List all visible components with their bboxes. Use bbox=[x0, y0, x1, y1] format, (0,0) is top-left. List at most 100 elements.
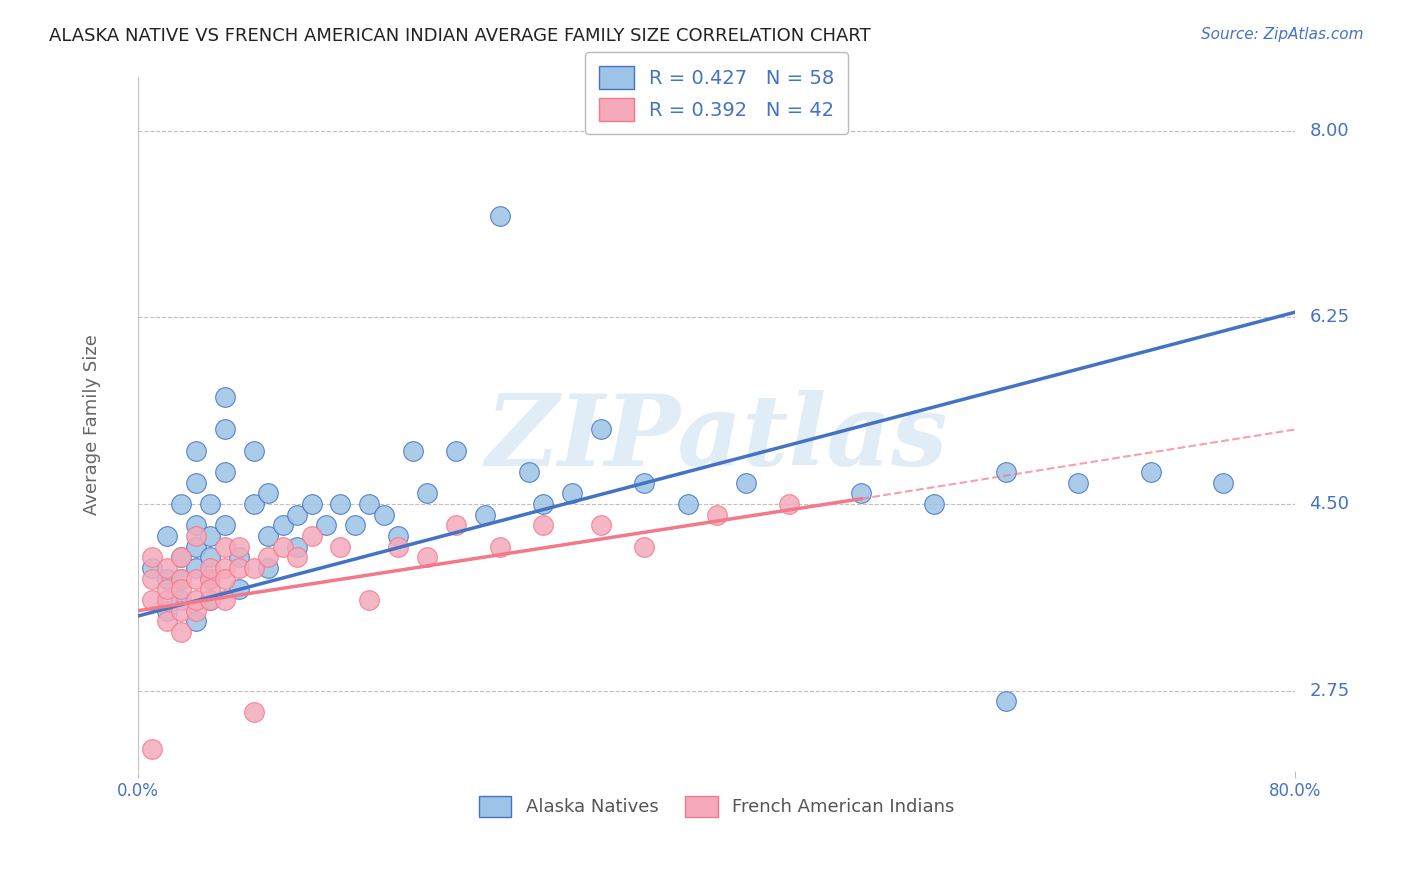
Point bbox=[141, 593, 163, 607]
Point bbox=[200, 593, 222, 607]
Point bbox=[170, 550, 193, 565]
Point bbox=[633, 540, 655, 554]
Point bbox=[402, 443, 425, 458]
Point bbox=[156, 604, 179, 618]
Point bbox=[141, 742, 163, 756]
Point bbox=[444, 518, 467, 533]
Point bbox=[734, 475, 756, 490]
Point bbox=[214, 422, 236, 436]
Point bbox=[170, 625, 193, 640]
Point bbox=[778, 497, 800, 511]
Point bbox=[271, 540, 294, 554]
Text: 8.00: 8.00 bbox=[1309, 122, 1348, 140]
Point bbox=[416, 550, 439, 565]
Point bbox=[228, 561, 250, 575]
Point bbox=[531, 518, 554, 533]
Point bbox=[922, 497, 945, 511]
Point bbox=[633, 475, 655, 490]
Point bbox=[1212, 475, 1234, 490]
Point bbox=[214, 593, 236, 607]
Point bbox=[184, 518, 207, 533]
Point bbox=[315, 518, 337, 533]
Point bbox=[257, 550, 280, 565]
Text: 4.50: 4.50 bbox=[1309, 495, 1350, 513]
Point bbox=[1139, 465, 1161, 479]
Point bbox=[301, 529, 323, 543]
Point bbox=[242, 443, 264, 458]
Point bbox=[359, 497, 381, 511]
Point bbox=[995, 694, 1018, 708]
Point bbox=[257, 561, 280, 575]
Point bbox=[228, 540, 250, 554]
Point bbox=[589, 422, 612, 436]
Text: Average Family Size: Average Family Size bbox=[83, 334, 101, 515]
Point bbox=[184, 615, 207, 629]
Point bbox=[214, 540, 236, 554]
Point bbox=[329, 497, 352, 511]
Point bbox=[170, 550, 193, 565]
Point bbox=[184, 529, 207, 543]
Point bbox=[488, 209, 510, 223]
Legend: Alaska Natives, French American Indians: Alaska Natives, French American Indians bbox=[471, 789, 962, 824]
Point bbox=[170, 572, 193, 586]
Point bbox=[242, 497, 264, 511]
Point bbox=[373, 508, 395, 522]
Point bbox=[156, 582, 179, 597]
Point bbox=[706, 508, 728, 522]
Text: 6.25: 6.25 bbox=[1309, 309, 1350, 326]
Point bbox=[170, 582, 193, 597]
Point bbox=[228, 582, 250, 597]
Point bbox=[156, 529, 179, 543]
Point bbox=[228, 550, 250, 565]
Point bbox=[200, 582, 222, 597]
Point bbox=[589, 518, 612, 533]
Point bbox=[257, 486, 280, 500]
Point bbox=[200, 497, 222, 511]
Point bbox=[184, 475, 207, 490]
Point bbox=[242, 561, 264, 575]
Point bbox=[200, 529, 222, 543]
Point bbox=[444, 443, 467, 458]
Point bbox=[200, 593, 222, 607]
Point bbox=[488, 540, 510, 554]
Point bbox=[1067, 475, 1090, 490]
Point bbox=[141, 550, 163, 565]
Point bbox=[676, 497, 699, 511]
Text: 2.75: 2.75 bbox=[1309, 681, 1350, 699]
Point bbox=[156, 615, 179, 629]
Point bbox=[184, 540, 207, 554]
Point bbox=[851, 486, 873, 500]
Point bbox=[184, 604, 207, 618]
Text: Source: ZipAtlas.com: Source: ZipAtlas.com bbox=[1201, 27, 1364, 42]
Point bbox=[517, 465, 540, 479]
Point bbox=[343, 518, 366, 533]
Point bbox=[214, 465, 236, 479]
Point bbox=[285, 550, 308, 565]
Point bbox=[141, 561, 163, 575]
Point bbox=[271, 518, 294, 533]
Point bbox=[257, 529, 280, 543]
Text: ALASKA NATIVE VS FRENCH AMERICAN INDIAN AVERAGE FAMILY SIZE CORRELATION CHART: ALASKA NATIVE VS FRENCH AMERICAN INDIAN … bbox=[49, 27, 870, 45]
Point bbox=[242, 705, 264, 719]
Point bbox=[995, 465, 1018, 479]
Point bbox=[184, 443, 207, 458]
Point bbox=[285, 508, 308, 522]
Point bbox=[416, 486, 439, 500]
Point bbox=[214, 518, 236, 533]
Point bbox=[301, 497, 323, 511]
Point bbox=[359, 593, 381, 607]
Point bbox=[387, 540, 409, 554]
Point bbox=[170, 593, 193, 607]
Point bbox=[170, 572, 193, 586]
Point bbox=[141, 572, 163, 586]
Point bbox=[156, 593, 179, 607]
Point bbox=[200, 572, 222, 586]
Point bbox=[387, 529, 409, 543]
Point bbox=[200, 572, 222, 586]
Point bbox=[200, 561, 222, 575]
Point bbox=[329, 540, 352, 554]
Text: ZIPatlas: ZIPatlas bbox=[485, 390, 948, 486]
Point bbox=[531, 497, 554, 511]
Point bbox=[214, 561, 236, 575]
Point bbox=[184, 561, 207, 575]
